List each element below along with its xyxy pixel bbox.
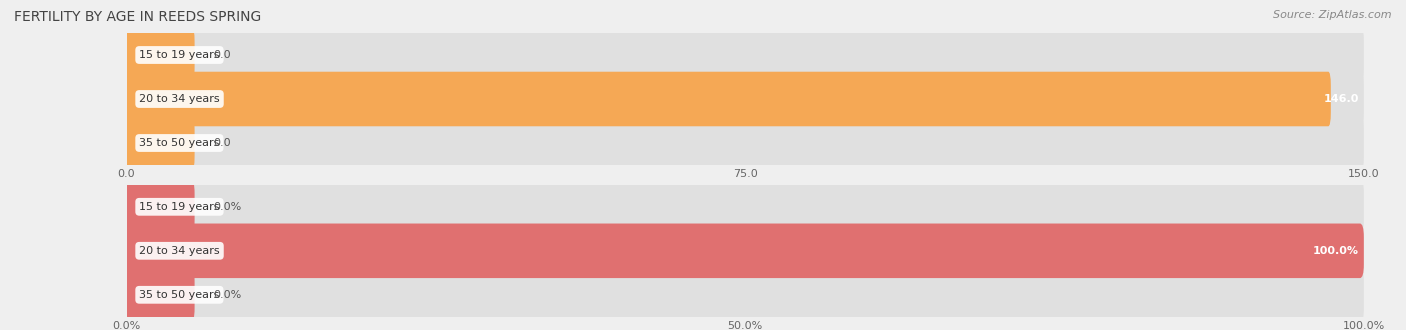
FancyBboxPatch shape (127, 223, 1364, 278)
Text: 15 to 19 years: 15 to 19 years (139, 202, 219, 212)
FancyBboxPatch shape (127, 180, 1364, 234)
Text: 146.0: 146.0 (1323, 94, 1358, 104)
FancyBboxPatch shape (127, 28, 1364, 82)
Text: 0.0%: 0.0% (214, 290, 242, 300)
Text: FERTILITY BY AGE IN REEDS SPRING: FERTILITY BY AGE IN REEDS SPRING (14, 10, 262, 24)
Text: 0.0%: 0.0% (214, 202, 242, 212)
FancyBboxPatch shape (127, 116, 1364, 170)
FancyBboxPatch shape (127, 72, 1331, 126)
Text: 0.0: 0.0 (214, 138, 231, 148)
Text: 35 to 50 years: 35 to 50 years (139, 290, 219, 300)
Text: 20 to 34 years: 20 to 34 years (139, 94, 219, 104)
FancyBboxPatch shape (127, 223, 1364, 278)
Text: 0.0: 0.0 (214, 50, 231, 60)
FancyBboxPatch shape (127, 116, 194, 170)
Text: Source: ZipAtlas.com: Source: ZipAtlas.com (1274, 10, 1392, 20)
FancyBboxPatch shape (127, 72, 1364, 126)
FancyBboxPatch shape (127, 268, 1364, 322)
Text: 20 to 34 years: 20 to 34 years (139, 246, 219, 256)
Text: 35 to 50 years: 35 to 50 years (139, 138, 219, 148)
FancyBboxPatch shape (127, 268, 194, 322)
FancyBboxPatch shape (127, 180, 194, 234)
Text: 100.0%: 100.0% (1313, 246, 1358, 256)
FancyBboxPatch shape (127, 28, 194, 82)
Text: 15 to 19 years: 15 to 19 years (139, 50, 219, 60)
